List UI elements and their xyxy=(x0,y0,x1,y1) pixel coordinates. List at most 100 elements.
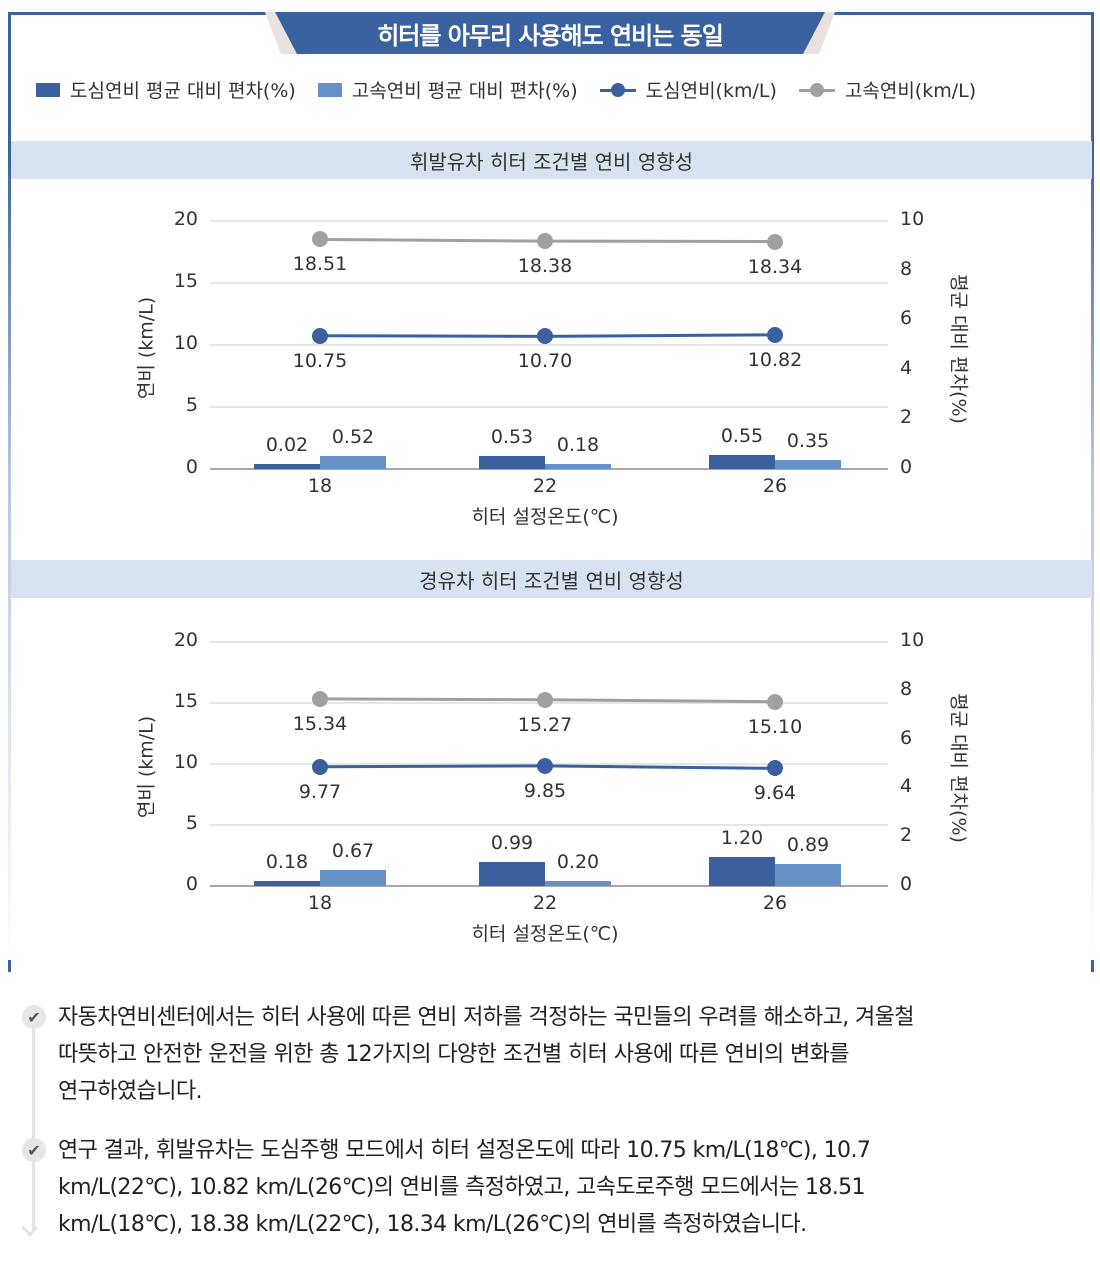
data-point-marker xyxy=(537,757,553,774)
data-label: 0.99 xyxy=(490,831,534,854)
y-tick-right: 6 xyxy=(900,726,913,749)
legend-label: 도심연비 평균 대비 편차(%) xyxy=(70,80,296,102)
section-title: 경유차 히터 조건별 연비 영향성 xyxy=(419,568,684,593)
chart-gasoline: 0 5 10 15 20 0 2 4 6 8 10 연비 (km/L) 평균 대비 편차(%) 히터 설정… xyxy=(0,0,1100,528)
bar-highway-deviation xyxy=(545,881,611,886)
bar-city-deviation xyxy=(479,861,545,886)
data-label: 1.20 xyxy=(720,826,764,849)
bar-city-deviation xyxy=(709,455,775,469)
y-tick-right: 10 xyxy=(900,629,925,651)
gridline xyxy=(210,406,888,408)
y-tick-right: 2 xyxy=(900,406,913,429)
legend-item-highway-deviation: 고속연비 평균 대비 편차(%) xyxy=(317,76,578,103)
data-label: 10.82 xyxy=(747,348,803,371)
bar-city-deviation xyxy=(254,881,320,886)
bar-highway-deviation xyxy=(320,869,386,886)
y-tick-left: 15 xyxy=(173,270,198,292)
bar-city-deviation xyxy=(709,856,775,886)
bar-city-deviation xyxy=(254,464,320,469)
x-tick: 18 xyxy=(307,892,333,914)
x-tick: 26 xyxy=(762,892,788,914)
gridline xyxy=(210,282,888,284)
y-tick-right: 0 xyxy=(900,873,913,895)
data-point-marker xyxy=(767,233,783,250)
data-label: 0.89 xyxy=(786,834,830,857)
section-title: 휘발유차 히터 조건별 연비 영향성 xyxy=(409,149,694,174)
frame-border-right xyxy=(1091,150,1094,960)
y-tick-left: 0 xyxy=(185,873,198,895)
note-line: 연구 결과, 휘발유차는 도심주행 모드에서 히터 설정온도에 따라 10.75… xyxy=(58,1138,871,1163)
data-label: 9.85 xyxy=(523,779,567,802)
line-marker-icon xyxy=(599,82,636,97)
chart-legend: 도심연비 평균 대비 편차(%) 고속연비 평균 대비 편차(%) 도심연비(k… xyxy=(36,76,998,103)
note-paragraph-2: 연구 결과, 휘발유차는 도심주행 모드에서 히터 설정온도에 따라 10.75… xyxy=(58,1132,1058,1243)
x-axis-line xyxy=(210,885,888,887)
data-label: 18.34 xyxy=(747,255,803,278)
legend-label: 고속연비(km/L) xyxy=(844,80,977,102)
bar-city-deviation xyxy=(479,455,545,469)
data-label: 18.51 xyxy=(292,253,348,276)
y-tick-left: 20 xyxy=(173,208,198,230)
gridline xyxy=(210,344,888,346)
note-line: 연구하였습니다. xyxy=(58,1079,202,1104)
data-label: 9.77 xyxy=(298,780,342,803)
y-tick-left: 15 xyxy=(173,690,198,712)
data-point-marker xyxy=(767,760,783,777)
data-label: 0.20 xyxy=(556,851,600,873)
data-point-marker xyxy=(537,233,553,250)
bar-highway-deviation xyxy=(775,460,841,469)
y-tick-left: 10 xyxy=(173,751,198,773)
data-label: 15.27 xyxy=(517,713,573,736)
data-point-marker xyxy=(312,758,328,775)
data-label: 0.67 xyxy=(331,839,375,862)
data-label: 18.38 xyxy=(517,255,573,278)
note-line: km/L(18℃), 18.38 km/L(22℃), 18.34 km/L(2… xyxy=(58,1212,807,1237)
note-paragraph-1: 자동차연비센터에서는 히터 사용에 따른 연비 저하를 걱정하는 국민들의 우려… xyxy=(58,999,1058,1110)
data-point-marker xyxy=(537,691,553,708)
data-point-marker xyxy=(312,327,328,344)
data-label: 0.35 xyxy=(786,430,830,453)
data-label: 15.34 xyxy=(292,712,348,735)
data-point-marker xyxy=(312,690,328,707)
x-tick: 18 xyxy=(307,475,333,497)
data-label: 9.64 xyxy=(753,782,797,805)
legend-item-highway-efficiency: 고속연비(km/L) xyxy=(798,76,977,103)
line-marker-icon xyxy=(798,82,835,97)
y-tick-left: 0 xyxy=(185,456,198,478)
legend-label: 고속연비 평균 대비 편차(%) xyxy=(351,80,578,102)
gridline xyxy=(210,641,888,643)
data-label: 0.53 xyxy=(490,425,534,448)
legend-label: 도심연비(km/L) xyxy=(645,80,777,102)
data-label: 10.75 xyxy=(292,349,348,372)
note-line: 따뜻하고 안전한 운전을 위한 총 12가지의 다양한 조건별 히터 사용에 따… xyxy=(58,1042,850,1067)
y-tick-left: 5 xyxy=(185,394,198,416)
bar-swatch-icon xyxy=(36,82,60,97)
bar-highway-deviation xyxy=(545,464,611,469)
data-point-marker xyxy=(767,326,783,343)
banner-background: 히터를 아무리 사용해도 연비는 동일 xyxy=(275,12,825,54)
note-line: km/L(22℃), 10.82 km/L(26℃)의 연비를 측정하였고, 고… xyxy=(58,1175,866,1200)
y-tick-right: 8 xyxy=(900,257,913,280)
data-label: 0.55 xyxy=(720,425,764,448)
data-point-marker xyxy=(537,328,553,345)
data-label: 0.02 xyxy=(265,434,309,456)
x-tick: 22 xyxy=(532,892,558,914)
section-header-diesel: 경유차 히터 조건별 연비 영향성 xyxy=(11,560,1092,598)
data-label: 0.18 xyxy=(265,851,309,873)
y-tick-left: 5 xyxy=(185,812,198,834)
x-axis-title: 히터 설정온도(℃) xyxy=(471,506,619,528)
x-axis-line xyxy=(210,468,888,470)
data-label: 15.10 xyxy=(747,715,803,738)
x-tick: 22 xyxy=(532,475,558,497)
y-tick-right: 10 xyxy=(900,208,925,230)
section-header-gasoline: 휘발유차 히터 조건별 연비 영향성 xyxy=(11,141,1092,179)
data-label: 10.70 xyxy=(517,350,573,373)
y-tick-right: 0 xyxy=(900,456,913,478)
legend-item-city-efficiency: 도심연비(km/L) xyxy=(599,76,777,103)
legend-item-city-deviation: 도심연비 평균 대비 편차(%) xyxy=(36,76,296,103)
title-banner: 히터를 아무리 사용해도 연비는 동일 xyxy=(265,12,835,54)
y-tick-right: 2 xyxy=(900,824,913,847)
data-point-marker xyxy=(312,231,328,248)
x-axis-title: 히터 설정온도(℃) xyxy=(471,923,619,945)
data-label: 0.52 xyxy=(331,426,375,449)
